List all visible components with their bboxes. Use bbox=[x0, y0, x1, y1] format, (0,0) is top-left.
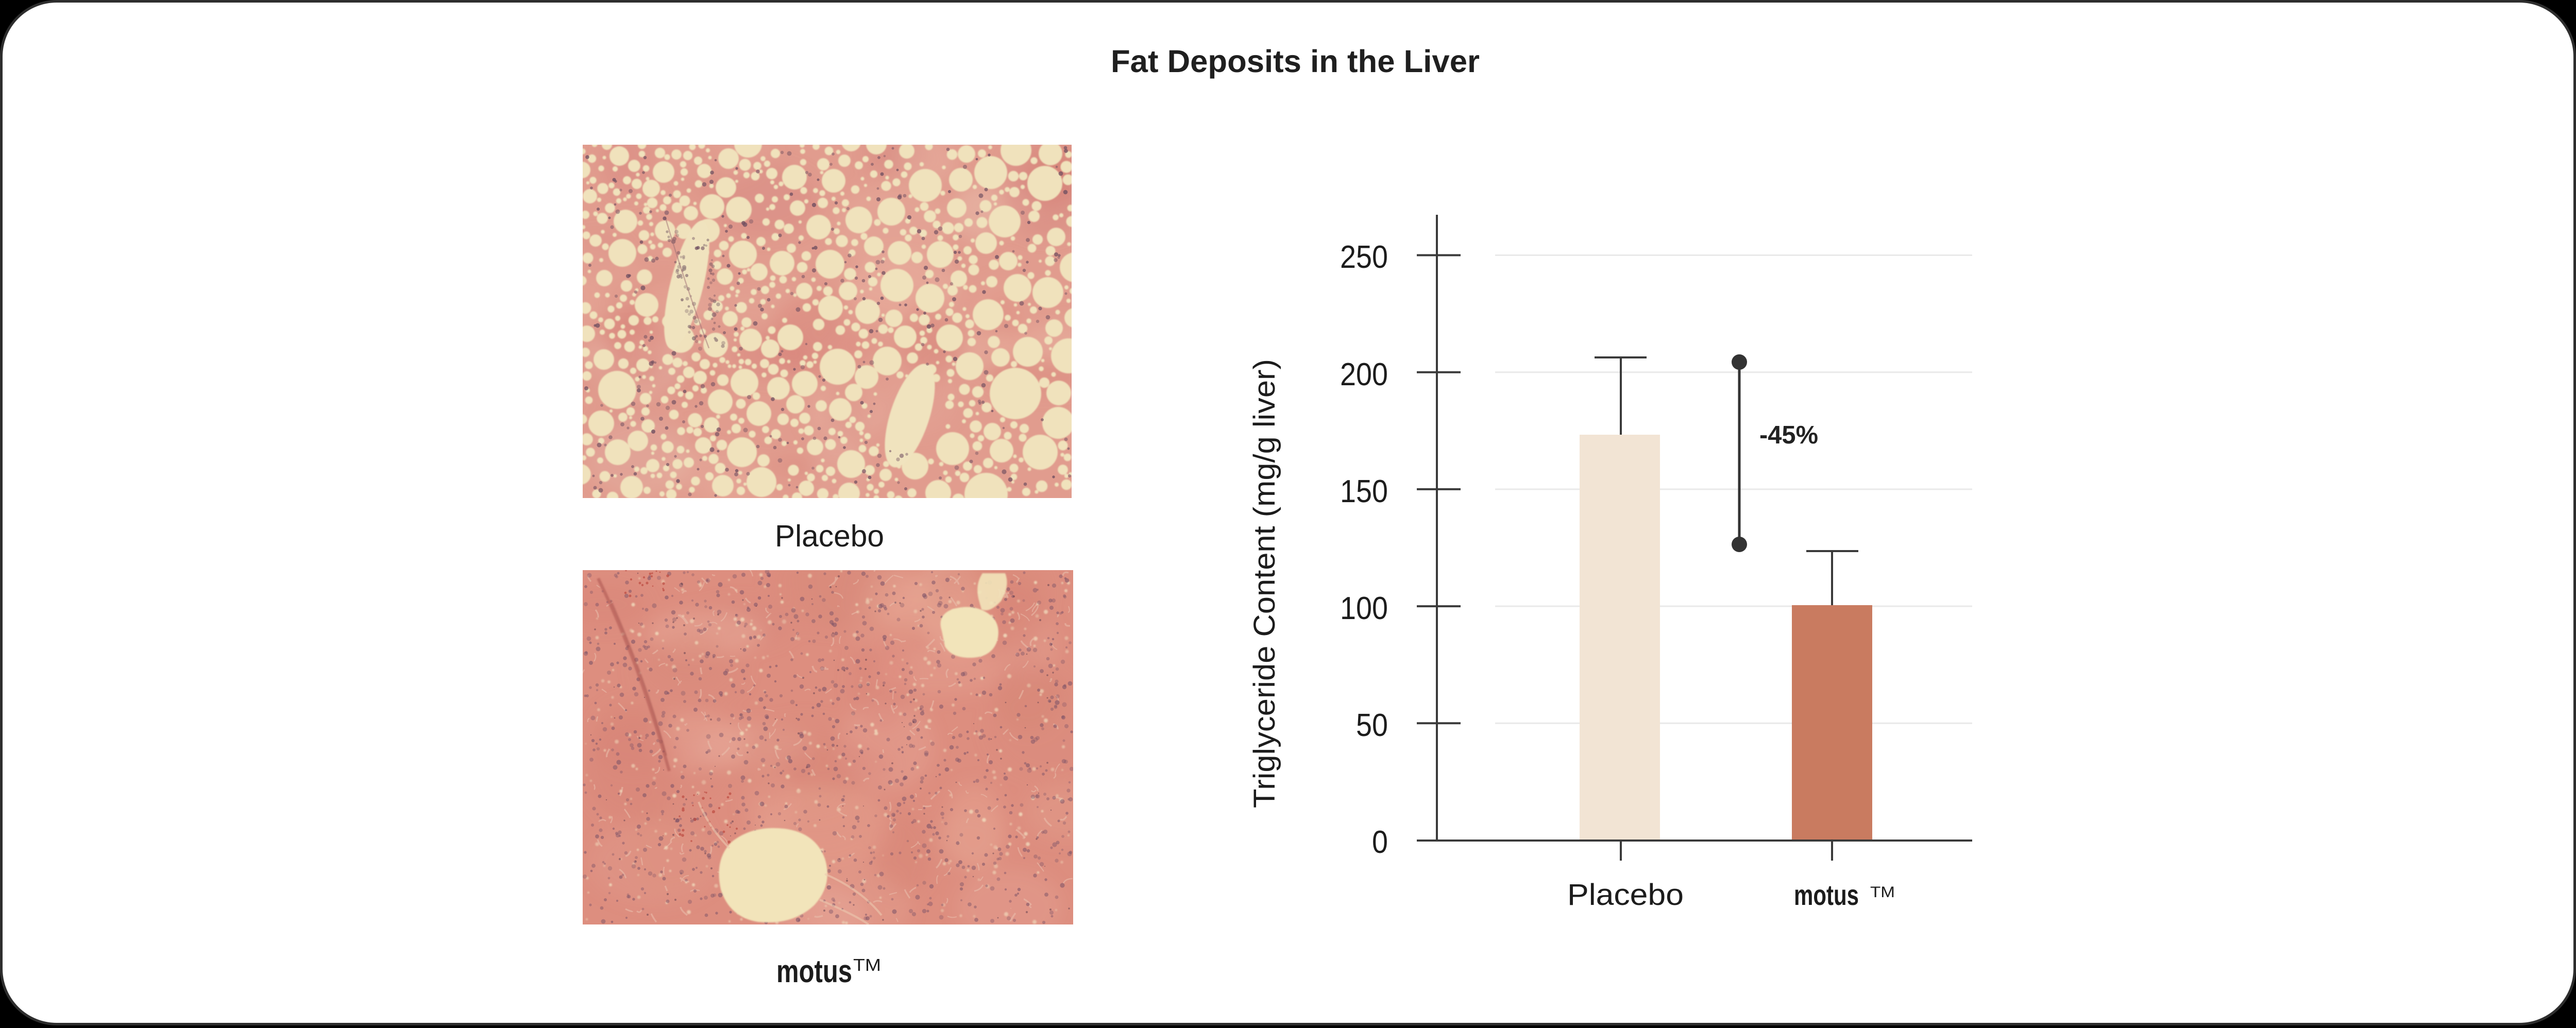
svg-text:50: 50 bbox=[1356, 708, 1388, 743]
svg-text:Fat Deposits in the Liver: Fat Deposits in the Liver bbox=[1111, 44, 1480, 79]
svg-text:250: 250 bbox=[1340, 239, 1388, 275]
svg-text:motus: motus bbox=[1794, 879, 1859, 911]
svg-text:-45%: -45% bbox=[1759, 421, 1818, 449]
svg-text:100: 100 bbox=[1340, 591, 1388, 626]
svg-text:150: 150 bbox=[1340, 474, 1388, 509]
svg-text:TM: TM bbox=[1870, 884, 1895, 901]
svg-text:motus: motus bbox=[776, 954, 852, 989]
svg-text:0: 0 bbox=[1372, 825, 1388, 860]
svg-text:Placebo: Placebo bbox=[775, 519, 884, 553]
svg-text:200: 200 bbox=[1340, 357, 1388, 392]
svg-text:Triglyceride Content (mg/g liv: Triglyceride Content (mg/g liver) bbox=[1248, 359, 1281, 808]
svg-text:TM: TM bbox=[853, 955, 881, 974]
svg-text:Placebo: Placebo bbox=[1567, 878, 1684, 912]
